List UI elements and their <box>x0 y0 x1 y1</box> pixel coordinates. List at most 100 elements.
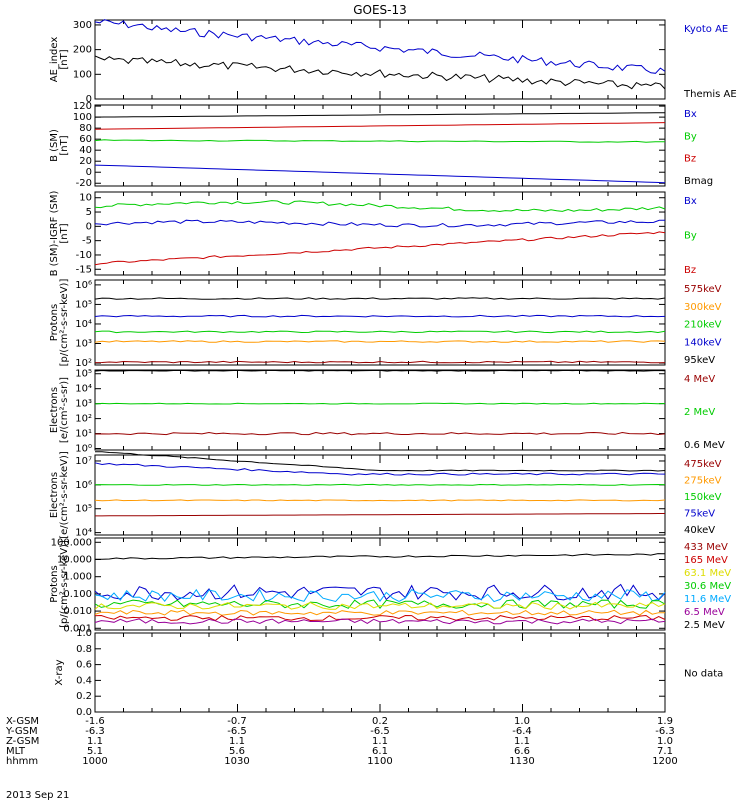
series-75kev <box>94 462 666 476</box>
legend-entry: Bx <box>684 109 697 120</box>
series-2p5mev <box>94 553 666 560</box>
legend-entry: 433 MeV <box>684 542 728 553</box>
footer-value: 1130 <box>509 756 534 767</box>
legend-entry: Kyoto AE <box>684 24 728 35</box>
series-150kev <box>94 483 666 486</box>
legend-entry: 475keV <box>684 459 722 470</box>
legend-entry: 275keV <box>684 476 722 487</box>
footer-row-label: Y-GSM <box>5 726 38 737</box>
legend-entry: 95keV <box>684 355 715 366</box>
legend-entry: 300keV <box>684 302 722 313</box>
y-tick-label: 0 <box>86 167 92 178</box>
legend-entry: 2 MeV <box>684 407 715 418</box>
y-tick-label: 80 <box>79 123 92 134</box>
no-data-note: No data <box>684 669 723 680</box>
series-by <box>94 139 665 143</box>
series-bx <box>94 164 666 184</box>
y-axis-label: [nT] <box>59 135 70 155</box>
series-hep-5 <box>94 614 666 622</box>
y-axis-label: B (SM)-IGRF (SM) <box>49 191 60 277</box>
y-tick-label: 60 <box>79 134 92 145</box>
series-protons-4 <box>94 360 666 364</box>
y-tick-label: 10⁰ <box>75 444 92 455</box>
footer-value: 1.1 <box>87 736 103 747</box>
date-label: 2013 Sep 21 <box>6 790 69 800</box>
y-tick-label: 10⁵ <box>75 504 92 515</box>
y-tick-label: 5 <box>86 207 92 218</box>
legend-entry: 165 MeV <box>684 555 728 566</box>
y-tick-label: 10² <box>75 358 92 369</box>
footer-value: 6.6 <box>514 746 530 757</box>
y-tick-label: 10⁵ <box>75 299 92 310</box>
legend-entry: 6.5 MeV <box>684 607 725 618</box>
legend-entry: 75keV <box>684 509 715 520</box>
legend-entry: 210keV <box>684 320 722 331</box>
series-475kev <box>95 513 665 517</box>
footer-value: 6.1 <box>372 746 388 757</box>
footer-value: 0.2 <box>372 716 388 727</box>
y-tick-label: -20 <box>76 178 92 189</box>
series-hep-2 <box>94 599 666 610</box>
y-tick-label: 10¹ <box>75 429 92 440</box>
series-bmag <box>94 112 666 118</box>
footer-value: -6.3 <box>655 726 675 737</box>
y-tick-label: 40 <box>79 145 92 156</box>
legend-entry: By <box>684 231 697 242</box>
footer-value: 1.1 <box>514 736 530 747</box>
legend-entry: Themis AE <box>683 89 737 100</box>
footer-value: 1.9 <box>657 716 673 727</box>
y-tick-label: 0.4 <box>76 675 92 686</box>
legend-entry: 140keV <box>684 337 722 348</box>
y-tick-label: 10³ <box>75 339 92 350</box>
y-tick-label: 0.100 <box>63 589 92 600</box>
y-axis-label: [e/(cm²-s-sr)] <box>59 377 70 443</box>
y-axis-label: X-ray <box>54 659 65 685</box>
y-axis-label: [nT] <box>59 223 70 243</box>
footer-value: 1.0 <box>657 736 673 747</box>
legend-entry: Bx <box>684 196 697 207</box>
legend-entry: 63.1 MeV <box>684 568 731 579</box>
footer-value: -6.5 <box>370 726 390 737</box>
legend-entry: 150keV <box>684 492 722 503</box>
panel-frame <box>94 632 666 713</box>
y-tick-label: 100.000 <box>51 537 92 548</box>
series-0p6mev <box>94 369 666 372</box>
series-protons-2 <box>94 330 666 334</box>
footer-value: -1.6 <box>85 716 105 727</box>
series-kyoto-ae <box>94 19 666 74</box>
panel-frame <box>94 191 666 276</box>
y-tick-label: 0.2 <box>76 691 92 702</box>
panel-frame <box>94 369 666 451</box>
y-axis-label: [e/(cm²-s-sr-keV)] <box>59 451 70 539</box>
legend-entry: 575keV <box>684 284 722 295</box>
series-275kev <box>94 499 666 502</box>
y-tick-label: 0.8 <box>76 644 92 655</box>
y-tick-label: 0.6 <box>76 660 92 671</box>
legend-entry: Bz <box>684 265 696 276</box>
y-tick-label: 300 <box>73 20 92 31</box>
series-hep-4 <box>94 609 665 616</box>
panel-8: 0.0 0.2 0.4 0.6 0.8 1.0 X-ray No data <box>54 628 723 718</box>
y-tick-label: 10⁶ <box>75 280 92 291</box>
series-themis-ae <box>94 55 666 90</box>
y-tick-label: 10⁵ <box>75 369 92 380</box>
footer-value: 1.0 <box>514 716 530 727</box>
legend-entry: Bmag <box>684 176 713 187</box>
footer-row-label: hhmm <box>6 756 38 767</box>
footer-value: 5.1 <box>87 746 103 757</box>
y-tick-label: -10 <box>76 250 92 261</box>
y-tick-label: 100 <box>73 69 92 80</box>
y-tick-label: 0.001 <box>63 623 92 634</box>
series-bx <box>94 219 666 228</box>
y-tick-label: 100 <box>73 112 92 123</box>
series-protons-3 <box>94 340 666 343</box>
series-bz <box>94 231 666 266</box>
y-axis-label: Protons <box>49 304 60 341</box>
series-by <box>94 200 666 213</box>
y-tick-label: -5 <box>82 236 92 247</box>
footer-row-label: Z-GSM <box>6 736 39 747</box>
y-tick-label: 200 <box>73 45 92 56</box>
footer-row-label: MLT <box>6 746 26 757</box>
